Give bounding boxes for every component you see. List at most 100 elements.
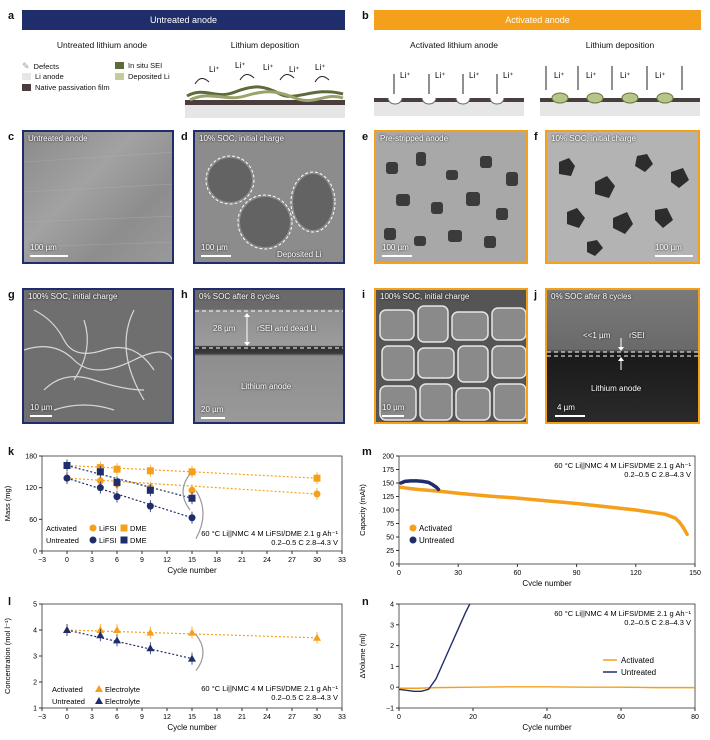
chart-k-ytick-label: 60 <box>29 517 37 524</box>
chart-k-ytick-label: 120 <box>25 485 37 492</box>
sem-caption-f: 10% SOC, initial charge <box>551 134 636 143</box>
sem-image-g: 100% SOC, initial charge 10 µm <box>22 288 174 424</box>
sem-caption-d: 10% SOC, initial charge <box>199 134 284 143</box>
chart-m-annotation: 60 °C Li||NMC 4 M LiFSI/DME 2.1 g Ah⁻¹ <box>554 461 691 470</box>
chart-l-legend-marker <box>95 697 103 704</box>
chart-m-xtick-label: 0 <box>397 570 401 577</box>
chart-m-ytick-label: 25 <box>386 548 394 555</box>
panel-f-label: f <box>534 131 538 143</box>
chart-l-series-activated-electrolyte-point <box>313 633 321 641</box>
svg-text:Li⁺: Li⁺ <box>554 71 564 80</box>
chart-l-xtick-label: 27 <box>288 714 296 721</box>
chart-l-legend-col: Electrolyte <box>105 697 140 706</box>
chart-l-ytick-label: 1 <box>33 706 37 713</box>
chart-n-series-untreated-line <box>399 604 471 693</box>
chart-k-series-activated-dme-point <box>313 474 321 482</box>
chart-k-series-untreated-lifsi-point <box>113 493 121 501</box>
chart-l-ytick-label: 2 <box>33 680 37 687</box>
chart-m-ytick-label: 200 <box>382 454 394 461</box>
scale-label-c: 100 µm <box>30 243 57 252</box>
chart-m-plot-area <box>399 479 689 537</box>
chart-l-arrow <box>195 634 204 671</box>
chart-l-xtick-label: 6 <box>115 714 119 721</box>
chart-m-xtick-label: 60 <box>514 570 522 577</box>
sem-image-e: Pre-stripped anode 100 µm <box>374 130 528 264</box>
chart-l-legend-row: Activated <box>52 685 83 694</box>
panel-i-label: i <box>362 289 366 301</box>
chart-l-series-activated-electrolyte-point <box>188 628 196 636</box>
chart-m-series-activated-line <box>399 485 689 537</box>
panel-b-left-title: Activated lithium anode <box>410 40 498 50</box>
chart-l-xlabel: Cycle number <box>167 723 217 732</box>
svg-text:Li⁺: Li⁺ <box>620 71 630 80</box>
legend-in-situ-sei: In situ SEI <box>115 61 162 70</box>
chart-l-series-untreated-electrolyte-point <box>188 654 196 662</box>
svg-text:Li⁺: Li⁺ <box>435 71 445 80</box>
chart-k-arrow-lifsi <box>195 490 204 540</box>
chart-m-legend-marker <box>409 524 417 532</box>
panel-n-label: n <box>362 596 369 608</box>
chart-l-annotation: 0.2–0.5 C 2.8–4.3 V <box>271 693 338 702</box>
chart-l-legend-col: Electrolyte <box>105 685 140 694</box>
deposited-li-label: Deposited Li <box>277 250 322 259</box>
chart-k-xtick-label: 15 <box>188 557 196 564</box>
chart-k-xtick-label: 12 <box>163 557 171 564</box>
chart-k-series-untreated-lifsi-point <box>188 514 196 522</box>
chart-k-legend-col: LiFSI <box>99 524 117 533</box>
chart-k-xtick-label: 6 <box>115 557 119 564</box>
chart-m-annotation: 0.2–0.5 C 2.8–4.3 V <box>624 470 691 479</box>
chart-l-xtick-label: 21 <box>238 714 246 721</box>
chart-n-xlabel: Cycle number <box>522 723 572 732</box>
chart-m-ytick-label: 125 <box>382 494 394 501</box>
chart-m-series-untreated-line <box>399 479 441 492</box>
chart-l-legend-row: Untreated <box>52 697 85 706</box>
svg-text:Li⁺: Li⁺ <box>235 61 245 70</box>
panel-b-deposition-schematic: Li⁺ Li⁺ Li⁺ Li⁺ Li⁺ Li⁺ Li⁺ Li⁺ <box>374 66 700 116</box>
chart-k-series-untreated-dme-point <box>146 486 154 494</box>
chart-m-legend-marker <box>409 536 417 544</box>
chart-m-xtick-label: 90 <box>573 570 581 577</box>
chart-l-xtick-label: 15 <box>188 714 196 721</box>
chart-l-series-untreated-electrolyte-point <box>63 626 71 633</box>
chart-m-xtick-label: 30 <box>454 570 462 577</box>
scale-label-e: 100 µm <box>382 243 409 252</box>
chart-l-ytick-label: 4 <box>33 628 37 635</box>
scale-bar-f <box>655 255 693 257</box>
sem-caption-h: 0% SOC after 8 cycles <box>199 292 280 301</box>
chart-l-series-activated-electrolyte-point <box>113 626 121 633</box>
panel-a-label: a <box>8 10 15 22</box>
scale-label-d: 100 µm <box>201 243 228 252</box>
li-ion-label-1: Li⁺ <box>209 65 219 74</box>
legend-li-anode: Li anode <box>22 72 64 81</box>
chart-n-ytick-label: 1 <box>390 664 394 671</box>
chart-l-xtick-label: 33 <box>338 714 346 721</box>
chart-l-xtick-label: 9 <box>140 714 144 721</box>
thickness-label-h: 28 µm <box>213 324 236 333</box>
chart-k-series-activated-dme-point <box>113 465 121 473</box>
panel-a-left-title: Untreated lithium anode <box>56 40 148 50</box>
sem-caption-e: Pre-stripped anode <box>380 134 449 143</box>
chart-l-legend-marker <box>95 685 103 692</box>
chart-n-xtick-label: 60 <box>617 714 625 721</box>
sem-caption-i: 100% SOC, initial charge <box>380 292 470 301</box>
chart-k-series-activated-lifsi-point <box>313 490 321 498</box>
chart-m-capacity: 0 30 60 90 120 150 0 25 50 75 100 125 150 175 200 Cycle… <box>358 454 701 587</box>
chart-k-xtick-label: 18 <box>213 557 221 564</box>
chart-k-arrow-dme <box>182 473 191 511</box>
panel-b-label: b <box>362 10 369 22</box>
chart-l-xtick-label: 3 <box>90 714 94 721</box>
scale-bar-j <box>555 415 585 417</box>
scale-label-h: 20 µm <box>201 405 224 414</box>
svg-text:Li⁺: Li⁺ <box>655 71 665 80</box>
chart-n-plot-area <box>399 604 695 693</box>
sem-caption-c: Untreated anode <box>28 134 88 143</box>
defect-icon: ✎ <box>22 61 30 71</box>
scale-label-f: 100 µm <box>655 243 682 252</box>
chart-k-series-activated-lifsi-point <box>96 477 104 485</box>
chart-k-legend-marker <box>89 524 97 532</box>
svg-text:Li⁺: Li⁺ <box>400 71 410 80</box>
chart-m-legend-label: Activated <box>419 524 452 533</box>
chart-k-xtick-label: 3 <box>90 557 94 564</box>
chart-n-xtick-label: 40 <box>543 714 551 721</box>
